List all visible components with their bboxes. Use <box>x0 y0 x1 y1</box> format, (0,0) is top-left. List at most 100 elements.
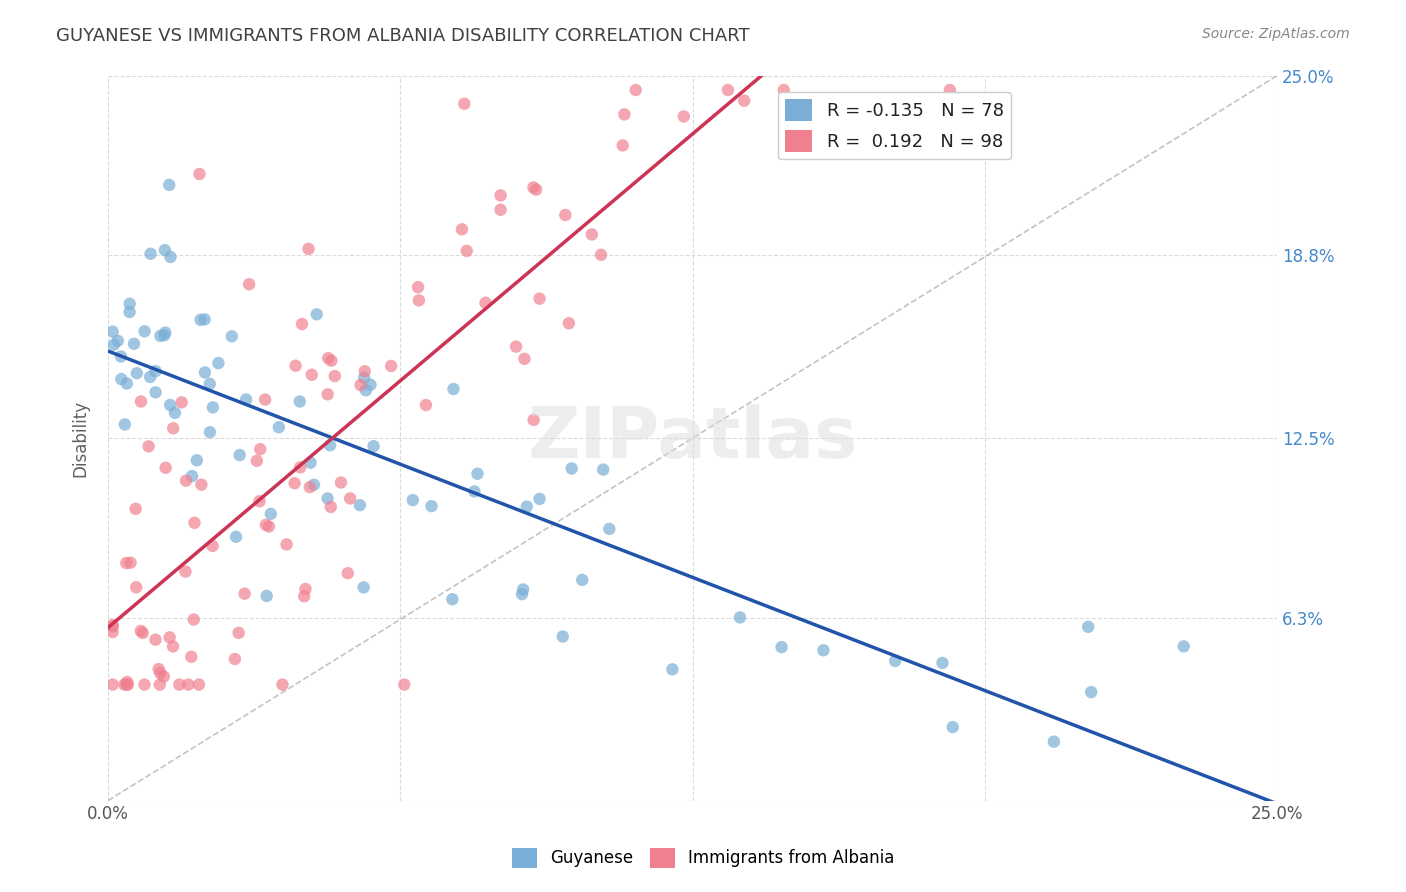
Point <box>292 589 315 603</box>
Point <box>233 587 256 601</box>
Point <box>114 677 136 691</box>
Point <box>201 401 224 415</box>
Point <box>188 677 211 691</box>
Point <box>353 364 375 378</box>
Point <box>201 539 224 553</box>
Point <box>505 340 527 354</box>
Point <box>813 643 835 657</box>
Point <box>149 329 172 343</box>
Point <box>103 337 125 351</box>
Point <box>598 522 620 536</box>
Point <box>353 580 375 594</box>
Point <box>125 580 148 594</box>
Point <box>474 295 496 310</box>
Point <box>224 652 246 666</box>
Point <box>101 325 124 339</box>
Point <box>441 592 464 607</box>
Point <box>524 183 547 197</box>
Point <box>290 460 312 475</box>
Point <box>513 351 536 366</box>
Point <box>516 500 538 514</box>
Point <box>162 421 184 435</box>
Point <box>249 442 271 457</box>
Point <box>294 582 316 596</box>
Point <box>489 202 512 217</box>
Point <box>571 573 593 587</box>
Point <box>271 677 294 691</box>
Point <box>298 480 321 494</box>
Point <box>134 677 156 691</box>
Point <box>153 243 176 257</box>
Point <box>443 382 465 396</box>
Text: Source: ZipAtlas.com: Source: ZipAtlas.com <box>1202 27 1350 41</box>
Point <box>125 366 148 380</box>
Point <box>529 292 551 306</box>
Point <box>316 351 339 366</box>
Point <box>238 277 260 292</box>
Point <box>299 456 322 470</box>
Point <box>661 662 683 676</box>
Point <box>581 227 603 242</box>
Point <box>510 587 533 601</box>
Point <box>467 467 489 481</box>
Point <box>114 417 136 432</box>
Point <box>149 666 172 681</box>
Point <box>589 248 612 262</box>
Point <box>456 244 478 258</box>
Point <box>257 519 280 533</box>
Point <box>107 334 129 348</box>
Point <box>118 297 141 311</box>
Point <box>522 180 544 194</box>
Point <box>256 589 278 603</box>
Point <box>129 624 152 638</box>
Point <box>162 640 184 654</box>
Point <box>159 630 181 644</box>
Legend: R = -0.135   N = 78, R =  0.192   N = 98: R = -0.135 N = 78, R = 0.192 N = 98 <box>778 92 1011 160</box>
Point <box>129 394 152 409</box>
Point <box>225 530 247 544</box>
Point <box>174 565 197 579</box>
Point <box>221 329 243 343</box>
Point <box>353 370 375 384</box>
Point <box>330 475 353 490</box>
Point <box>117 677 139 691</box>
Point <box>489 188 512 202</box>
Point <box>148 662 170 676</box>
Point <box>380 359 402 373</box>
Point <box>339 491 361 506</box>
Point <box>174 474 197 488</box>
Point <box>194 366 217 380</box>
Point <box>612 138 634 153</box>
Point <box>145 385 167 400</box>
Point <box>181 469 204 483</box>
Point <box>249 494 271 508</box>
Point <box>408 293 430 308</box>
Point <box>145 632 167 647</box>
Point <box>101 618 124 632</box>
Point <box>363 439 385 453</box>
Point <box>134 324 156 338</box>
Point <box>138 439 160 453</box>
Point <box>115 376 138 391</box>
Point <box>554 208 576 222</box>
Point <box>124 501 146 516</box>
Point <box>235 392 257 407</box>
Point <box>194 312 217 326</box>
Point <box>406 280 429 294</box>
Point <box>319 438 342 452</box>
Point <box>942 720 965 734</box>
Point <box>228 448 250 462</box>
Point <box>183 613 205 627</box>
Text: ZIPatlas: ZIPatlas <box>527 403 858 473</box>
Point <box>301 368 323 382</box>
Point <box>153 328 176 343</box>
Point <box>939 83 962 97</box>
Point <box>733 94 755 108</box>
Point <box>349 378 371 392</box>
Point <box>321 353 343 368</box>
Point <box>770 640 793 655</box>
Point <box>394 677 416 691</box>
Point <box>115 675 138 690</box>
Point <box>551 630 574 644</box>
Point <box>453 96 475 111</box>
